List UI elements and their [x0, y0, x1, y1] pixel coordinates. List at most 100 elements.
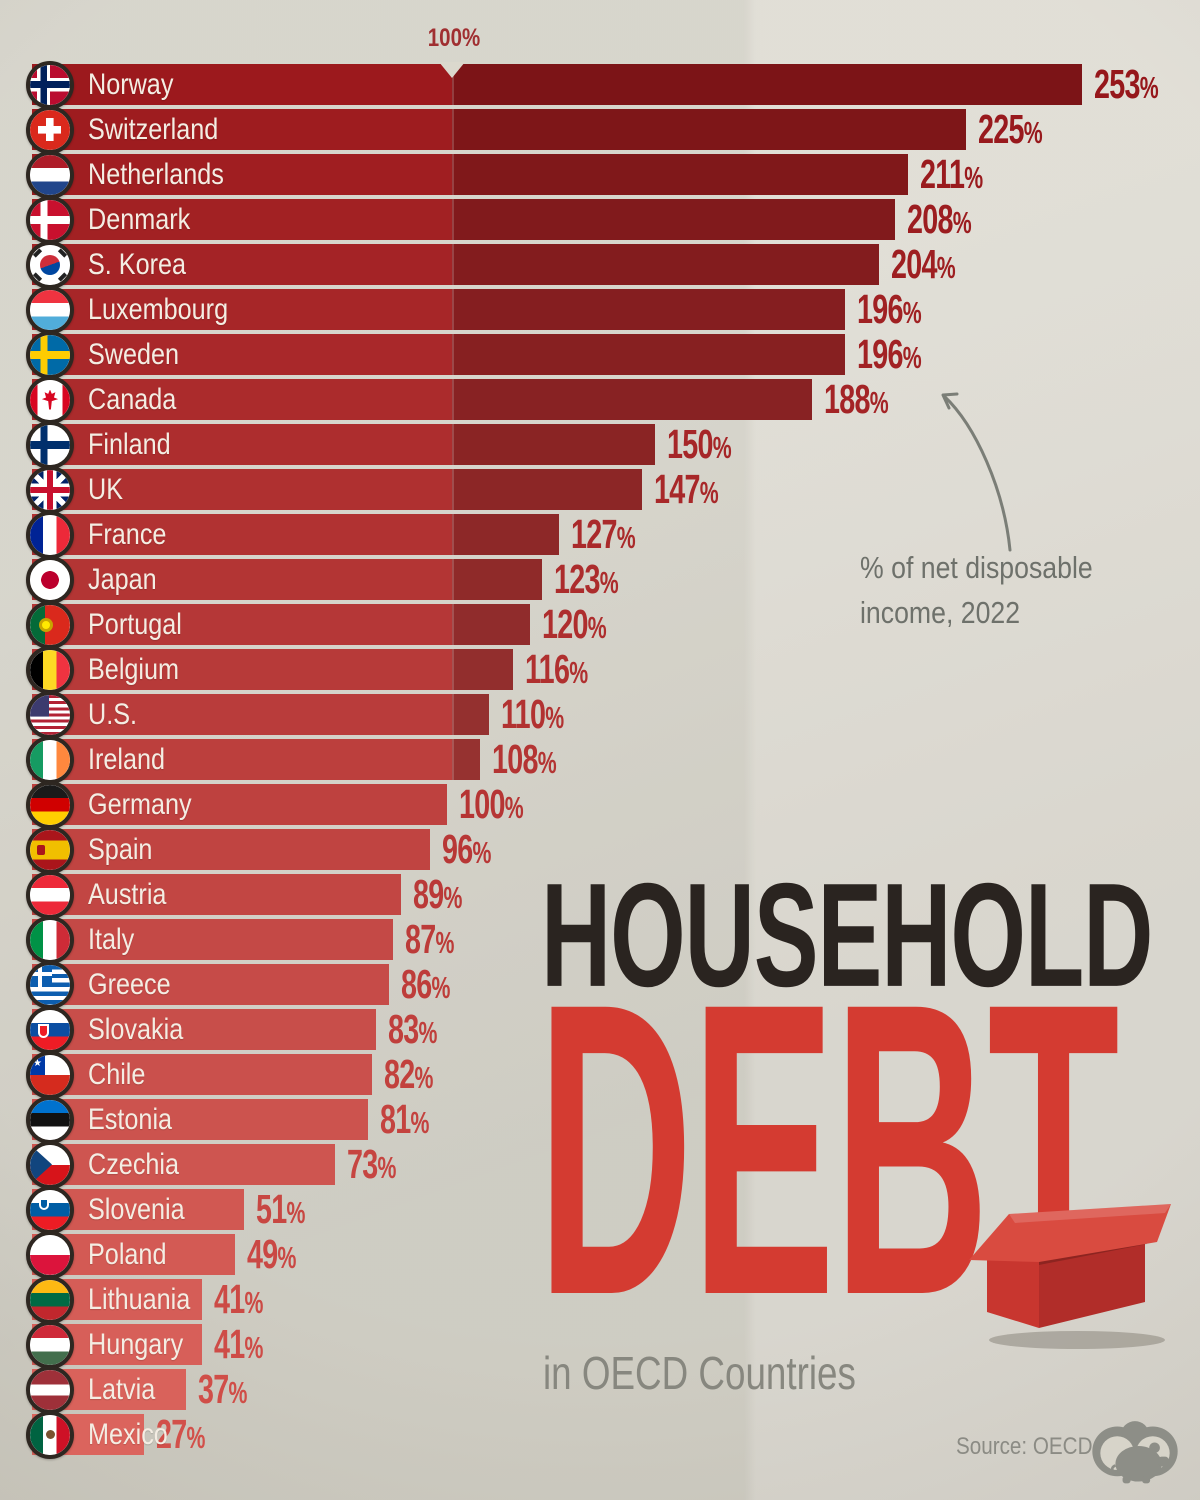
luxembourg-flag-icon: [26, 285, 74, 334]
bar: [32, 154, 908, 195]
country-label: Norway: [88, 68, 174, 101]
bar-row: Latvia 37%: [0, 1365, 1200, 1414]
portugal-flag-icon: [26, 600, 74, 649]
value-label: 82%: [384, 1051, 433, 1097]
country-label: Netherlands: [88, 158, 224, 191]
bar-over-100-overlay: [452, 199, 895, 240]
country-label: Slovenia: [88, 1193, 185, 1226]
value-label: 87%: [405, 916, 454, 962]
value-label: 253%: [1094, 61, 1159, 107]
czechia-flag-icon: [26, 1140, 74, 1189]
bar-over-100-overlay: [452, 154, 908, 195]
bar-row: U.S. 110%: [0, 690, 1200, 739]
country-label: Sweden: [88, 338, 180, 371]
title-line1: HOUSEHOLD: [541, 852, 1153, 1018]
bar-over-100-overlay: [452, 649, 513, 690]
title-subtitle: in OECD Countries: [543, 1347, 856, 1399]
bar-row: Austria 89%: [0, 870, 1200, 919]
bar-row: Spain 96%: [0, 825, 1200, 874]
bar-row: Japan 123%: [0, 555, 1200, 604]
country-label: Mexico: [88, 1418, 168, 1451]
bar: [32, 334, 845, 375]
bar-row: Netherlands 211%: [0, 150, 1200, 199]
value-label: 73%: [347, 1141, 396, 1187]
country-label: Spain: [88, 833, 153, 866]
value-label: 37%: [198, 1366, 247, 1412]
value-label: 81%: [380, 1096, 429, 1142]
value-label: 208%: [907, 196, 972, 242]
country-label: Hungary: [88, 1328, 184, 1361]
axis-100-label: 100%: [427, 24, 481, 52]
country-label: Germany: [88, 788, 192, 821]
bar-row: Czechia 73%: [0, 1140, 1200, 1189]
hungary-flag-icon: [26, 1320, 74, 1369]
bar-row: Lithuania 41%: [0, 1275, 1200, 1324]
value-label: 49%: [247, 1231, 296, 1277]
value-label: 41%: [214, 1321, 263, 1367]
belgium-flag-icon: [26, 645, 74, 694]
value-label: 225%: [978, 106, 1043, 152]
bar-over-100-overlay: [452, 424, 655, 465]
bar-over-100-overlay: [452, 64, 1082, 105]
bar: [32, 289, 845, 330]
bar: [32, 604, 530, 645]
bar: [32, 1009, 376, 1050]
bar-row: Luxembourg 196%: [0, 285, 1200, 334]
country-label: Czechia: [88, 1148, 180, 1181]
bar-row: UK 147%: [0, 465, 1200, 514]
value-label: 110%: [501, 691, 564, 737]
bar-over-100-overlay: [452, 379, 812, 420]
axis-100-tick-icon: [439, 62, 465, 78]
bar: [32, 649, 513, 690]
bar: [32, 829, 430, 870]
bar-row: ★ Chile 82%: [0, 1050, 1200, 1099]
bar-row: Hungary 41%: [0, 1320, 1200, 1369]
value-label: 196%: [857, 331, 922, 377]
value-label: 41%: [214, 1276, 263, 1322]
country-label: Belgium: [88, 653, 180, 686]
bar-row: S. Korea 204%: [0, 240, 1200, 289]
value-label: 86%: [401, 961, 450, 1007]
chile-flag-icon: ★: [26, 1050, 74, 1099]
bar-row: Finland 150%: [0, 420, 1200, 469]
bar-row: Norway 253%: [0, 60, 1200, 109]
slovakia-flag-icon: [26, 1005, 74, 1054]
country-label: France: [88, 518, 167, 551]
country-label: Slovakia: [88, 1013, 184, 1046]
canada-flag-icon: [26, 375, 74, 424]
bar: [32, 919, 393, 960]
mexico-flag-icon: [26, 1410, 74, 1459]
bar-row: Portugal 120%: [0, 600, 1200, 649]
bar: [32, 1054, 372, 1095]
value-label: 89%: [413, 871, 462, 917]
bar: [32, 964, 389, 1005]
house-icon: [969, 1204, 1171, 1349]
latvia-flag-icon: [26, 1365, 74, 1414]
country-label: S. Korea: [88, 248, 187, 281]
source-label: Source: OECD: [956, 1433, 1093, 1460]
value-label: 100%: [459, 781, 524, 827]
bar: [32, 1144, 335, 1185]
poland-flag-icon: [26, 1230, 74, 1279]
bar: [32, 694, 489, 735]
uk-flag-icon: [26, 465, 74, 514]
bar-row: Greece 86%: [0, 960, 1200, 1009]
country-label: Finland: [88, 428, 171, 461]
bar-over-100-overlay: [452, 469, 642, 510]
bar: [32, 514, 559, 555]
value-label: 196%: [857, 286, 922, 332]
bar-over-100-overlay: [452, 244, 879, 285]
netherlands-flag-icon: [26, 150, 74, 199]
finland-flag-icon: [26, 420, 74, 469]
estonia-flag-icon: [26, 1095, 74, 1144]
country-label: Greece: [88, 968, 171, 1001]
country-label: Luxembourg: [88, 293, 229, 326]
country-label: Chile: [88, 1058, 146, 1091]
value-label: 127%: [571, 511, 636, 557]
value-label: 51%: [256, 1186, 305, 1232]
bar: [32, 199, 895, 240]
us-flag-icon: [26, 690, 74, 739]
value-label: 120%: [542, 601, 607, 647]
slovenia-flag-icon: [26, 1185, 74, 1234]
